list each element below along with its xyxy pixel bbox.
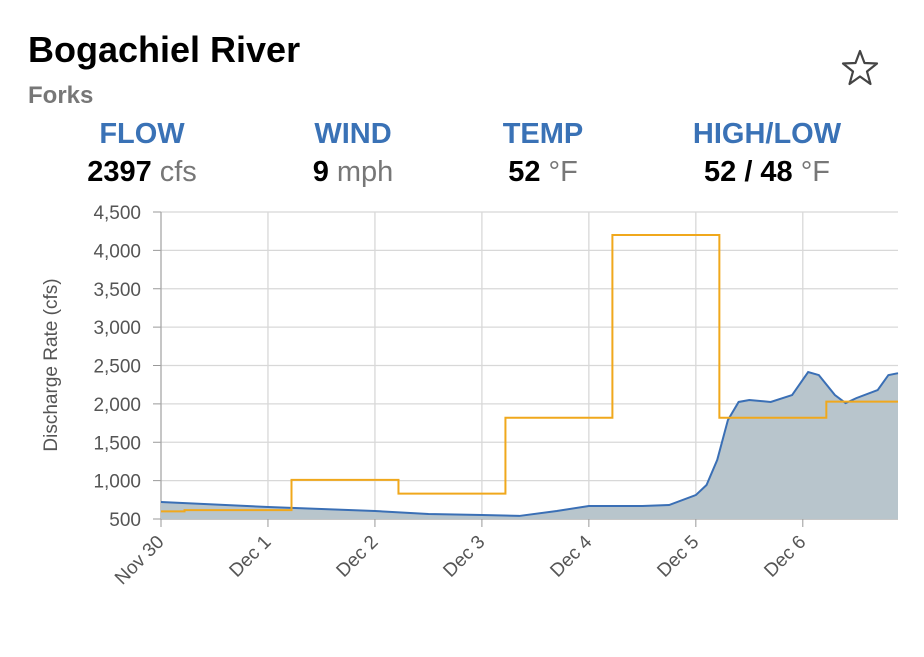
stat-value: 52 °F <box>508 156 578 188</box>
y-axis-label: Discharge Rate (cfs) <box>41 278 62 451</box>
subtitle: Forks <box>28 82 93 109</box>
y-tick-label: 3,000 <box>93 318 141 339</box>
stat-number: 9 <box>313 156 329 188</box>
stat-label: TEMP <box>503 118 584 150</box>
favorite-star[interactable] <box>841 49 879 86</box>
title: Bogachiel River <box>28 29 300 70</box>
stat-label: WIND <box>314 118 391 150</box>
stat-unit: mph <box>337 156 393 188</box>
x-tick-label: Dec 3 <box>439 532 489 582</box>
x-tick-label: Dec 6 <box>760 532 810 582</box>
stat-unit: °F <box>548 156 577 188</box>
y-tick-label: 500 <box>109 510 141 531</box>
stat-value: 52 / 48 °F <box>704 156 830 188</box>
stat-unit: °F <box>801 156 830 188</box>
stat-unit: cfs <box>160 156 197 188</box>
area <box>161 372 898 519</box>
stat-number: 52 <box>508 156 540 188</box>
y-tick-label: 2,000 <box>93 395 141 416</box>
line <box>161 234 898 513</box>
y-tick-label: 4,500 <box>93 203 141 224</box>
y-tick-label: 1,500 <box>93 433 141 454</box>
stat-number: 52 / 48 <box>704 156 793 188</box>
y-tick-label: 2,500 <box>93 357 141 378</box>
x-tick-label: Dec 2 <box>333 532 383 582</box>
x-tick-label: Nov 30 <box>111 532 168 589</box>
line <box>160 370 899 517</box>
y-tick-label: 1,000 <box>93 472 141 493</box>
stat-number: 2397 <box>87 156 152 188</box>
stat-value: 9 mph <box>313 156 394 188</box>
x-tick-label: Dec 5 <box>653 532 703 582</box>
x-tick-label: Dec 1 <box>226 532 276 582</box>
stat-label: HIGH/LOW <box>693 118 842 150</box>
stat-label: FLOW <box>99 118 185 150</box>
stat-value: 2397 cfs <box>87 156 197 188</box>
y-tick-label: 3,500 <box>93 280 141 301</box>
chart: 500 1,000 1,500 2,000 2,500 3,000 3,500 4,000 4,… <box>41 203 899 589</box>
y-tick-label: 4,000 <box>93 241 141 262</box>
x-tick-label: Dec 4 <box>546 531 596 581</box>
